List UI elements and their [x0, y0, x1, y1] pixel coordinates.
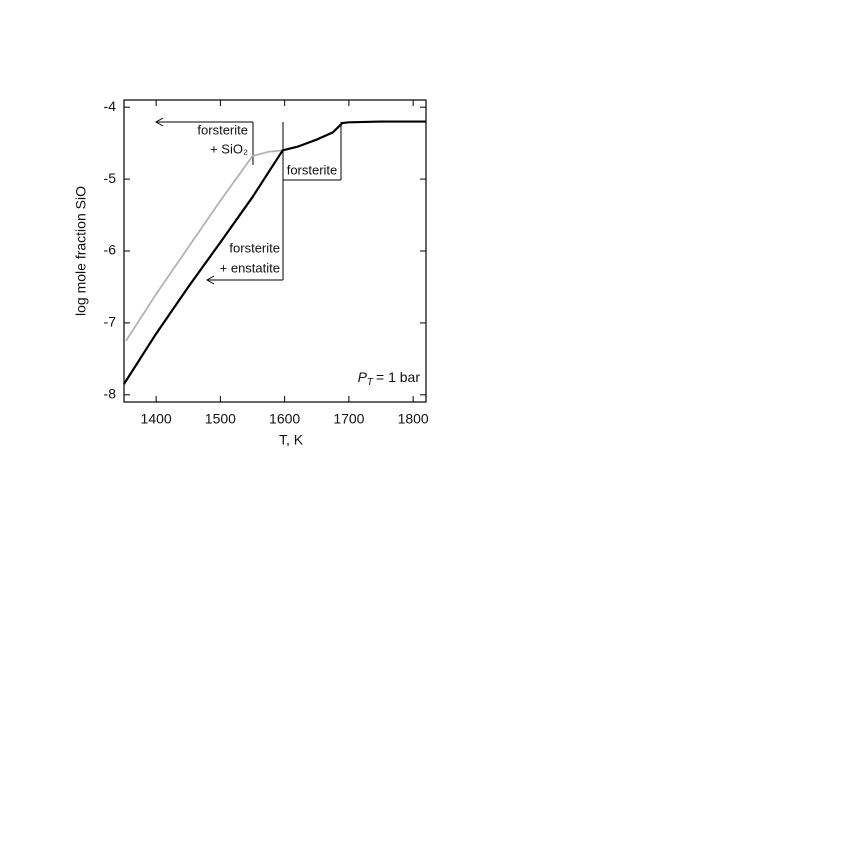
pressure-label: PT = 1 bar — [358, 369, 421, 388]
x-tick-label: 1800 — [398, 411, 429, 427]
pressure-text: = 1 bar — [376, 369, 420, 385]
annotation: + SiO₂ — [210, 141, 248, 156]
annotation-lines — [154, 117, 342, 285]
annotation: forsterite — [287, 162, 338, 177]
data-line — [123, 120, 426, 385]
x-tick-label: 1400 — [141, 411, 172, 427]
y-tick-label: -4 — [104, 98, 117, 114]
x-tick-label: 1500 — [205, 411, 236, 427]
y-tick-label: -8 — [104, 386, 117, 402]
annotation: forsterite — [197, 122, 248, 137]
arrow-head — [154, 117, 164, 127]
data-line — [125, 149, 283, 342]
pressure-subscript: T — [367, 377, 374, 388]
annotation: + enstatite — [220, 260, 280, 275]
pressure-symbol: P — [358, 369, 368, 385]
y-tick-label: -7 — [104, 314, 117, 330]
y-axis-label: log mole fraction SiO — [73, 186, 89, 316]
y-tick-label: -6 — [104, 242, 117, 258]
y-tick-label: -5 — [104, 170, 117, 186]
x-tick-label: 1600 — [269, 411, 300, 427]
annotation: forsterite — [229, 240, 280, 255]
x-axis-label: T, K — [279, 432, 304, 448]
arrow-head — [205, 275, 215, 285]
x-tick-label: 1700 — [333, 411, 364, 427]
